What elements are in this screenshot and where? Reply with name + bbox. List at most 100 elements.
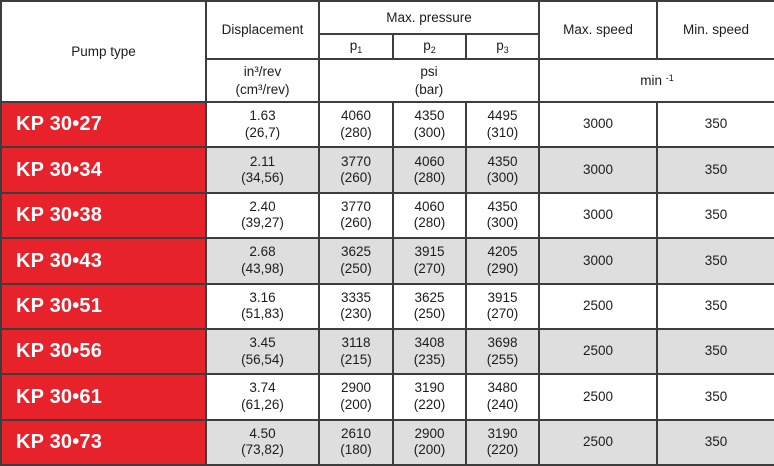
max-speed-cell: 2500 (538, 327, 659, 376)
displacement-cell-alt-unit: (39,27) (241, 215, 284, 231)
table-row: KP 30•56 3.45 (56,54) 3118 (215) 3408 (235) 369… (0, 327, 774, 376)
pressure-p1-cell-alt-unit: (230) (340, 306, 372, 322)
unit-displacement-line1: in³/rev (243, 63, 282, 79)
table-row: KP 30•61 3.74 (61,26) 2900 (200) 3190 (220) 348… (0, 373, 774, 421)
pressure-p1-cell-value: 3770 (340, 198, 372, 214)
displacement-cell: 1.63 (26,7) (205, 100, 320, 149)
min-speed-cell: 350 (656, 327, 774, 376)
pressure-p1-cell-value: 3770 (340, 153, 372, 169)
displacement-cell: 2.68 (43,98) (205, 237, 320, 285)
table-row: KP 30•73 4.50 (73,82) 2610 (180) 2900 (200) 319… (0, 418, 774, 466)
table-row: KP 30•51 3.16 (51,83) 3335 (230) 3625 (250) 391… (0, 282, 774, 330)
pressure-p2-cell-value: 4060 (414, 153, 445, 169)
pressure-p1-cell-value: 2900 (340, 380, 372, 396)
pressure-p3-cell-value: 4350 (487, 198, 518, 214)
pressure-p1-cell-alt-unit: (280) (340, 124, 372, 140)
pressure-p2-cell-alt-unit: (250) (413, 306, 446, 322)
pressure-p1-cell: 3118 (215) (318, 327, 394, 376)
pressure-p2-cell-value: 3190 (414, 380, 445, 396)
pressure-p3-cell-alt-unit: (255) (486, 351, 519, 367)
pump-type-cell: KP 30•27 (0, 100, 207, 149)
displacement-cell-alt-unit: (56,54) (241, 351, 284, 367)
header-p1: p1 (318, 33, 394, 60)
pressure-p2-cell-alt-unit: (280) (413, 215, 446, 231)
displacement-cell: 3.16 (51,83) (205, 282, 320, 330)
displacement-cell: 2.11 (34,56) (205, 146, 320, 194)
pressure-p2-cell-alt-unit: (300) (413, 124, 446, 140)
pressure-p1-cell-alt-unit: (260) (340, 215, 372, 231)
pressure-p1-cell-value: 2610 (340, 425, 372, 441)
displacement-cell-alt-unit: (34,56) (241, 170, 284, 186)
max-speed-cell: 3000 (538, 100, 659, 149)
displacement-cell-value: 2.68 (249, 244, 276, 260)
pressure-p3-cell: 3480 (240) (464, 373, 541, 421)
pressure-p1-cell-value: 3625 (340, 244, 372, 260)
min-speed-cell: 350 (656, 146, 774, 194)
min-speed-cell: 350 (656, 282, 774, 330)
pressure-p3-cell: 3915 (270) (464, 282, 541, 330)
pressure-p3-cell: 4350 (300) (464, 146, 541, 194)
p2-subscript: 2 (430, 44, 436, 55)
displacement-cell-alt-unit: (26,7) (244, 124, 281, 140)
p1-label: p (349, 37, 358, 53)
header-p2: p2 (392, 33, 467, 60)
pressure-p3-cell-value: 3480 (487, 380, 518, 396)
displacement-cell-alt-unit: (51,83) (241, 306, 284, 322)
pressure-p3-cell: 3190 (220) (464, 418, 541, 466)
displacement-cell-alt-unit: (43,98) (241, 260, 284, 276)
pressure-p1-cell: 2610 (180) (318, 418, 394, 466)
displacement-cell-value: 3.16 (249, 289, 276, 305)
pressure-p2-cell: 3408 (235) (392, 327, 467, 376)
min-speed-cell: 350 (656, 418, 774, 466)
pressure-p1-cell: 3770 (260) (318, 146, 394, 194)
pressure-p3-cell-alt-unit: (220) (486, 442, 519, 458)
pressure-p3-cell-value: 3190 (487, 425, 518, 441)
displacement-cell-value: 1.63 (249, 108, 276, 124)
table-row: KP 30•27 1.63 (26,7) 4060 (280) 4350 (300) 4495… (0, 100, 774, 149)
pump-type-cell: KP 30•43 (0, 237, 207, 285)
displacement-cell-value: 3.45 (249, 335, 276, 351)
table-body: KP 30•27 1.63 (26,7) 4060 (280) 4350 (300) 4495… (0, 100, 774, 466)
pressure-p3-cell-alt-unit: (300) (486, 215, 519, 231)
pressure-p2-cell-value: 3915 (414, 244, 445, 260)
pressure-p3-cell-alt-unit: (310) (486, 124, 519, 140)
max-speed-cell: 3000 (538, 191, 659, 240)
displacement-cell-value: 4.50 (249, 425, 276, 441)
pressure-p2-cell-value: 2900 (414, 425, 445, 441)
pressure-p3-cell-value: 4495 (487, 108, 518, 124)
table-row: KP 30•43 2.68 (43,98) 3625 (250) 3915 (270) 420… (0, 237, 774, 285)
pressure-p1-cell-alt-unit: (260) (340, 170, 372, 186)
max-speed-cell: 3000 (538, 146, 659, 194)
pressure-p3-cell-value: 4205 (487, 244, 518, 260)
pressure-p1-cell-value: 3335 (340, 289, 372, 305)
p1-subscript: 1 (357, 44, 363, 55)
displacement-cell-alt-unit: (61,26) (241, 396, 284, 412)
pressure-p3-cell-value: 3915 (487, 289, 518, 305)
displacement-cell: 3.74 (61,26) (205, 373, 320, 421)
pressure-p1-cell-alt-unit: (180) (340, 442, 372, 458)
pump-type-cell: KP 30•56 (0, 327, 207, 376)
header-min-speed: Min. speed (656, 0, 774, 60)
displacement-cell: 4.50 (73,82) (205, 418, 320, 466)
header-max-pressure: Max. pressure (317, 0, 541, 35)
min-speed-cell: 350 (656, 100, 774, 149)
max-speed-cell: 2500 (538, 418, 659, 466)
p3-label: p (496, 37, 504, 53)
unit-pressure: psi (bar) (317, 58, 541, 103)
pump-type-cell: KP 30•34 (0, 146, 207, 194)
header-displacement: Displacement (205, 0, 320, 60)
table-row: KP 30•38 2.40 (39,27) 3770 (260) 4060 (280) 435… (0, 191, 774, 240)
header-p3: p3 (464, 33, 541, 60)
displacement-cell-alt-unit: (73,82) (241, 442, 284, 458)
pressure-p2-cell-value: 3408 (414, 335, 445, 351)
pressure-p2-cell-alt-unit: (220) (413, 396, 446, 412)
pressure-p2-cell-value: 4060 (414, 198, 445, 214)
displacement-cell-value: 2.40 (249, 198, 276, 214)
pressure-p1-cell: 4060 (280) (318, 100, 394, 149)
pressure-p2-cell-alt-unit: (280) (413, 170, 446, 186)
unit-speed: min -1 (538, 58, 774, 103)
pressure-p3-cell-alt-unit: (270) (486, 306, 519, 322)
pressure-p2-cell: 3915 (270) (392, 237, 467, 285)
pressure-p1-cell: 3625 (250) (318, 237, 394, 285)
